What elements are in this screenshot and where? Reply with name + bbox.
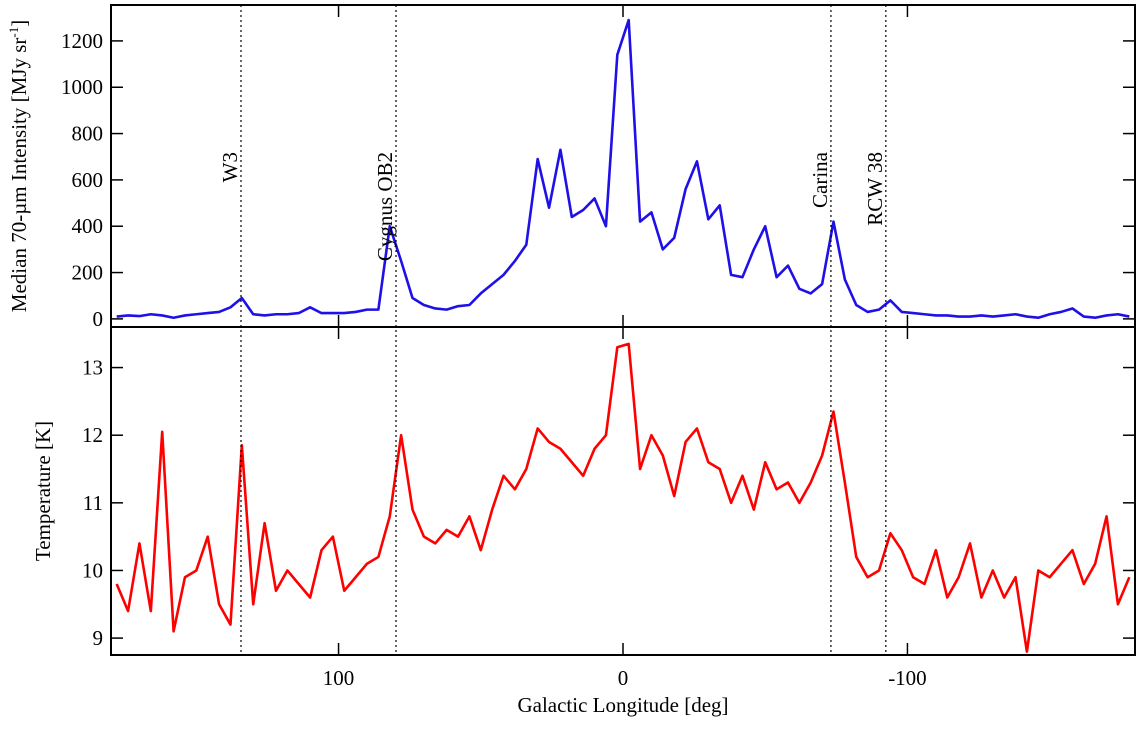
y-tick-label: 200	[72, 261, 104, 285]
y-tick-label: 1000	[61, 75, 103, 99]
plot-frame	[110, 326, 1136, 656]
plot-frame	[110, 4, 1136, 328]
y-tick-label: 800	[72, 122, 104, 146]
y-tick-label: 0	[93, 307, 104, 331]
y-tick-label: 10	[82, 558, 103, 582]
y-tick-label: 600	[72, 168, 104, 192]
y-axis-label-part: ]	[7, 20, 31, 27]
y-axis-label: Median 70-µm Intensity [MJy sr-1]	[6, 20, 31, 312]
annotation-label: W3	[218, 152, 242, 182]
y-axis-label-part: -1	[6, 27, 21, 38]
y-tick-label: 11	[83, 491, 103, 515]
y-axis-label: Temperature [K]	[31, 421, 55, 561]
annotation-label: Cygnus OB2	[373, 152, 397, 261]
annotation-label: RCW 38	[863, 152, 887, 226]
data-line	[116, 18, 1130, 320]
x-tick-label: 100	[323, 666, 355, 690]
data-line	[115, 342, 1131, 653]
y-tick-label: 12	[82, 423, 103, 447]
x-tick-label: -100	[888, 666, 927, 690]
y-tick-label: 1200	[61, 29, 103, 53]
x-tick-label: 0	[618, 666, 629, 690]
y-tick-label: 9	[93, 626, 104, 650]
y-axis-label-part: Temperature [K]	[31, 421, 55, 561]
y-axis-label-part: Median 70-µm Intensity [MJy sr	[7, 38, 31, 313]
y-tick-label: 13	[82, 356, 103, 380]
x-axis-label: Galactic Longitude [deg]	[517, 693, 728, 717]
y-tick-label: 400	[72, 214, 104, 238]
annotation-label: Carina	[808, 151, 832, 208]
